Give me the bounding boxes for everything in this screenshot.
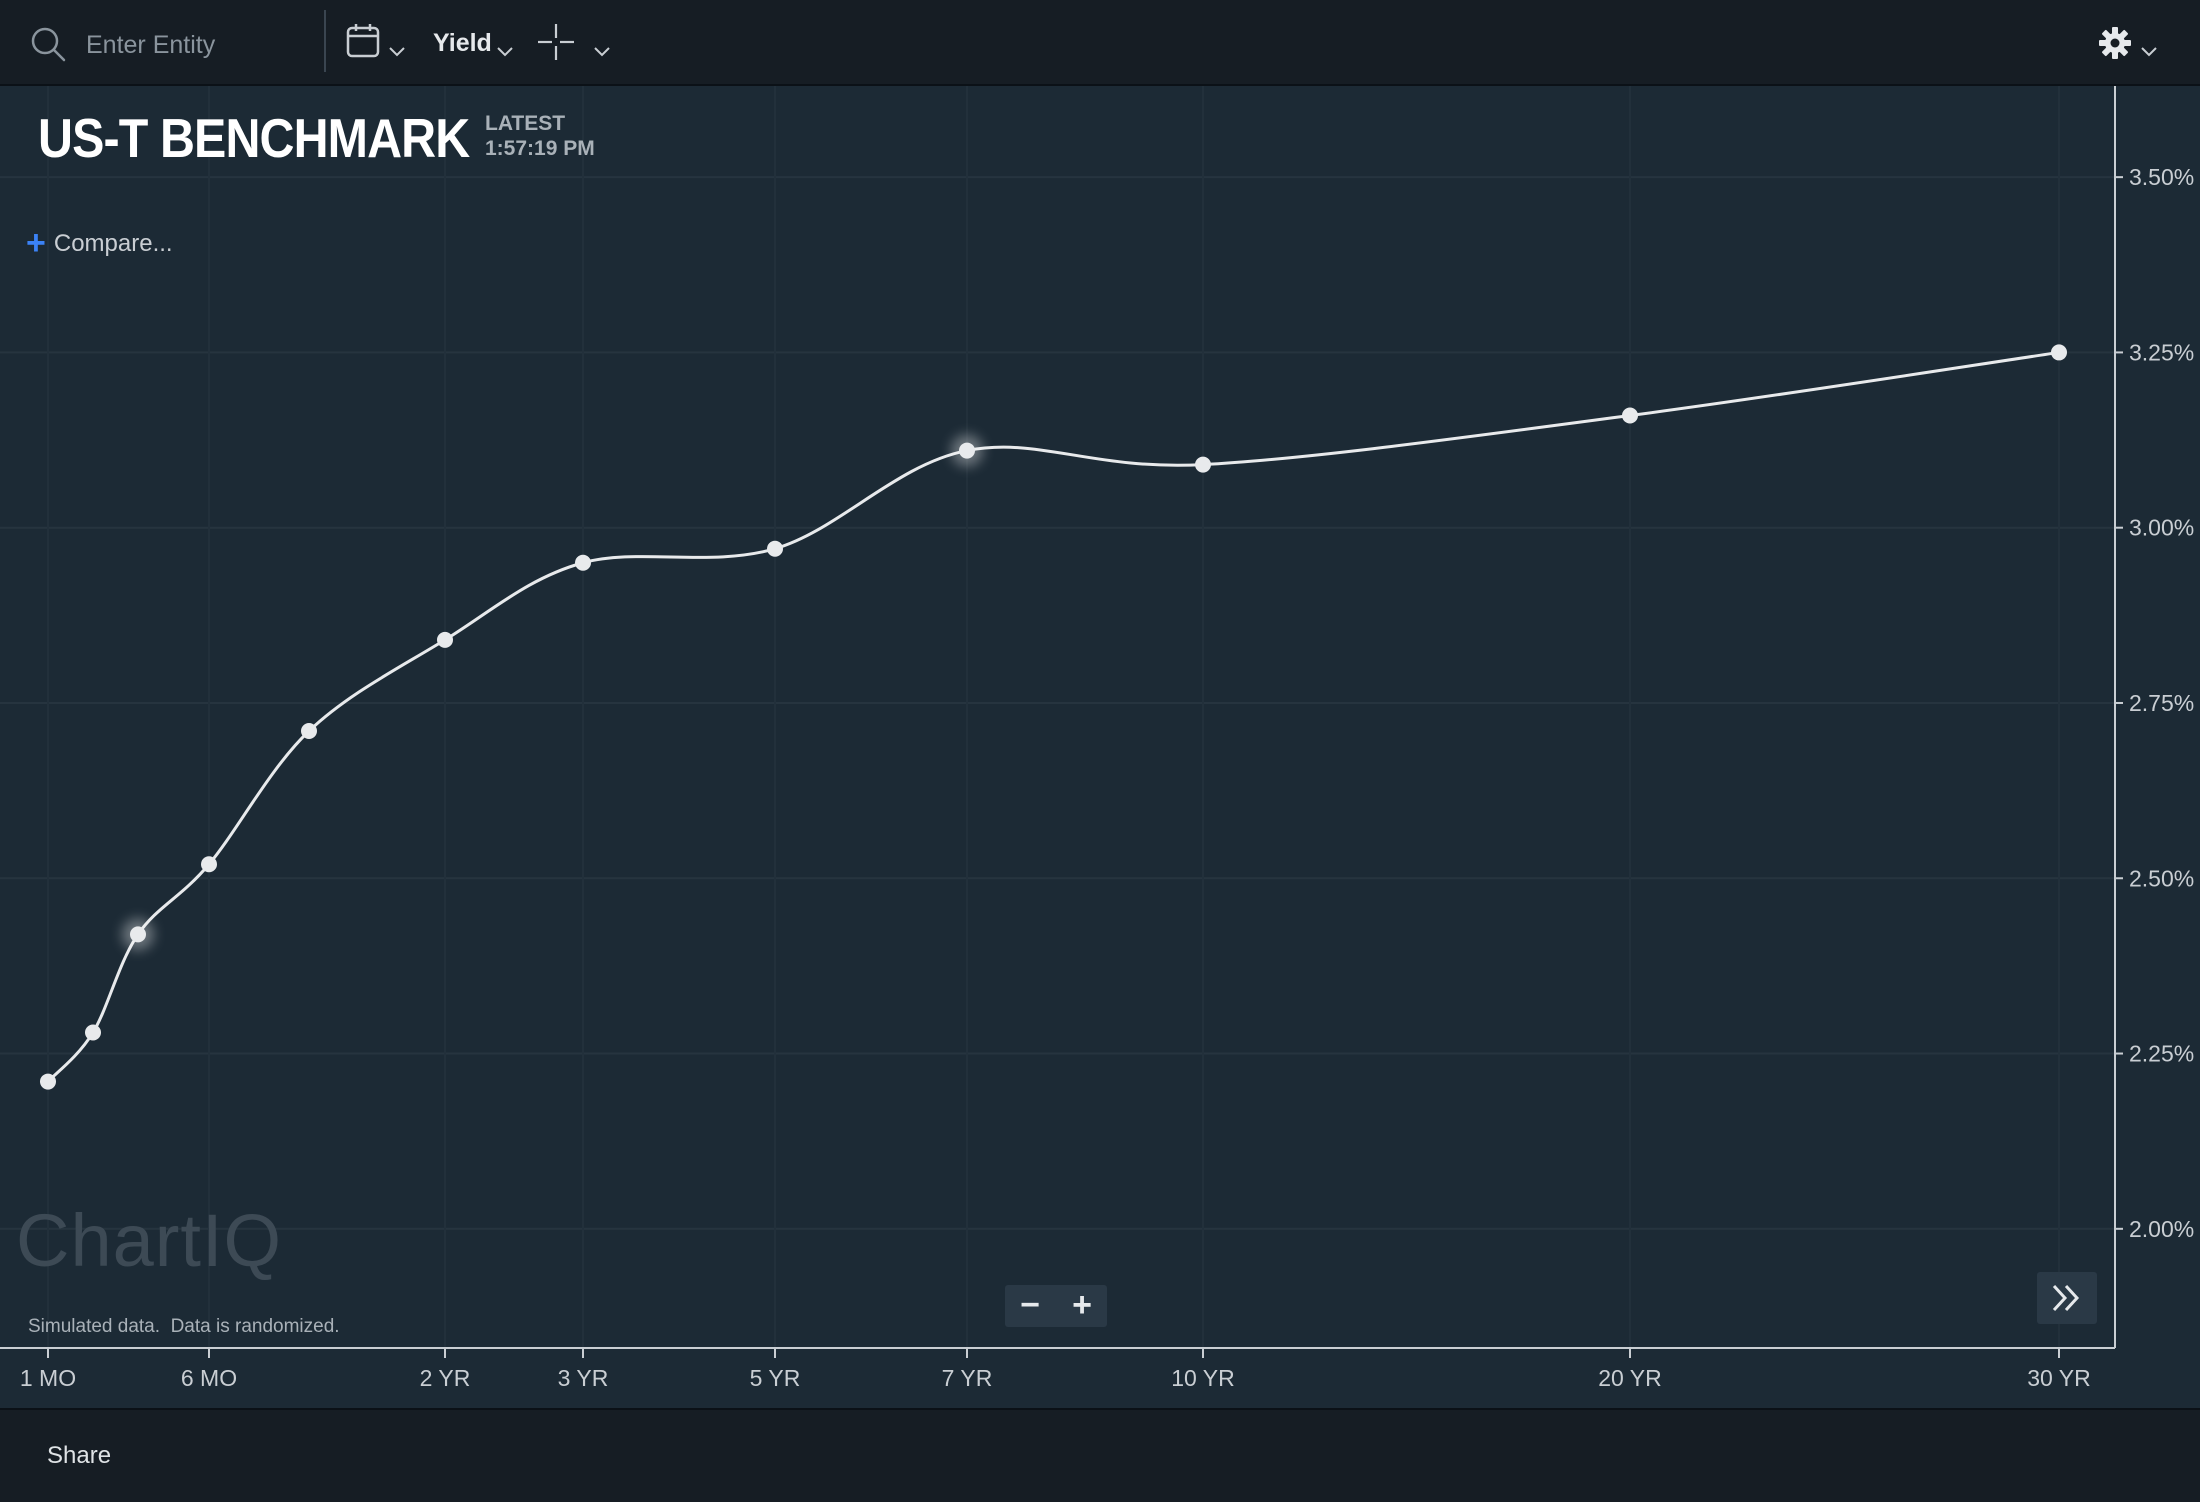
date-range-button[interactable] (346, 18, 408, 68)
data-point[interactable] (575, 554, 591, 571)
chevron-down-icon (389, 47, 405, 57)
entity-search-input[interactable] (84, 24, 318, 66)
plus-icon: + (26, 224, 46, 262)
x-tick-label: 6 MO (181, 1365, 237, 1391)
data-point[interactable] (1622, 407, 1638, 424)
zoom-in-button[interactable]: + (1072, 1286, 1092, 1324)
share-button[interactable]: Share (47, 1442, 112, 1469)
data-point[interactable] (2051, 344, 2067, 361)
x-tick-label: 20 YR (1598, 1365, 1662, 1391)
data-point[interactable] (130, 926, 146, 943)
data-point[interactable] (85, 1024, 101, 1041)
y-tick-label: 3.25% (2129, 339, 2194, 365)
footer: Share (0, 1408, 2200, 1502)
chevron-down-icon (594, 47, 610, 57)
latest-label: LATEST (485, 112, 566, 135)
calendar-icon (346, 24, 380, 58)
y-tick-label: 3.50% (2129, 164, 2194, 190)
crosshair-icon (538, 24, 574, 60)
data-point[interactable] (201, 856, 217, 873)
latest-time: 1:57:19 PM (485, 137, 595, 160)
data-point[interactable] (1195, 456, 1211, 473)
gear-icon (2099, 27, 2131, 59)
double-chevron-right-icon (2052, 1284, 2080, 1312)
zoom-controls: − + (1005, 1285, 1107, 1327)
yield-label: Yield (433, 29, 492, 57)
yield-curve-line (46, 350, 2060, 1083)
zoom-out-button[interactable]: − (1020, 1286, 1040, 1324)
y-tick-label: 2.75% (2129, 690, 2194, 716)
y-tick-label: 2.00% (2129, 1216, 2194, 1242)
chartiq-watermark: ChartIQ (16, 1199, 283, 1282)
y-tick-label: 2.50% (2129, 865, 2194, 891)
compare-label: Compare... (53, 230, 173, 257)
x-tick-label: 30 YR (2027, 1365, 2091, 1391)
yield-menu-button[interactable]: Yield (430, 18, 520, 68)
data-point[interactable] (767, 540, 783, 557)
simulated-data-note: Simulated data. Data is randomized. (28, 1316, 340, 1337)
x-tick-label: 5 YR (750, 1365, 801, 1391)
data-point[interactable] (40, 1073, 56, 1090)
x-tick-label: 2 YR (420, 1365, 471, 1391)
x-tick-label: 7 YR (942, 1365, 993, 1391)
y-tick-label: 3.00% (2129, 515, 2194, 541)
toolbar-divider (324, 10, 326, 72)
x-tick-label: 10 YR (1171, 1365, 1235, 1391)
x-tick-label: 3 YR (558, 1365, 609, 1391)
jump-to-end-button[interactable] (2037, 1272, 2097, 1324)
page-title: US-T BENCHMARK (38, 107, 470, 169)
data-point[interactable] (301, 723, 317, 740)
data-point[interactable] (959, 442, 975, 459)
y-tick-label: 2.25% (2129, 1041, 2194, 1067)
data-point[interactable] (437, 631, 453, 648)
settings-button[interactable] (2098, 18, 2162, 68)
toolbar: Yield (0, 0, 2200, 86)
chevron-down-icon (2141, 47, 2157, 57)
crosshair-menu-button[interactable] (536, 18, 616, 68)
search-icon[interactable] (30, 26, 66, 62)
compare-button[interactable]: + Compare... (26, 224, 173, 263)
yield-curve-chart[interactable]: 2.00% 2.25% 2.50% 2.75% 3.00% 3.25% 3.50% 1 MO 6… (0, 86, 2200, 1408)
chevron-down-icon (497, 47, 513, 57)
x-tick-label: 1 MO (20, 1365, 76, 1391)
